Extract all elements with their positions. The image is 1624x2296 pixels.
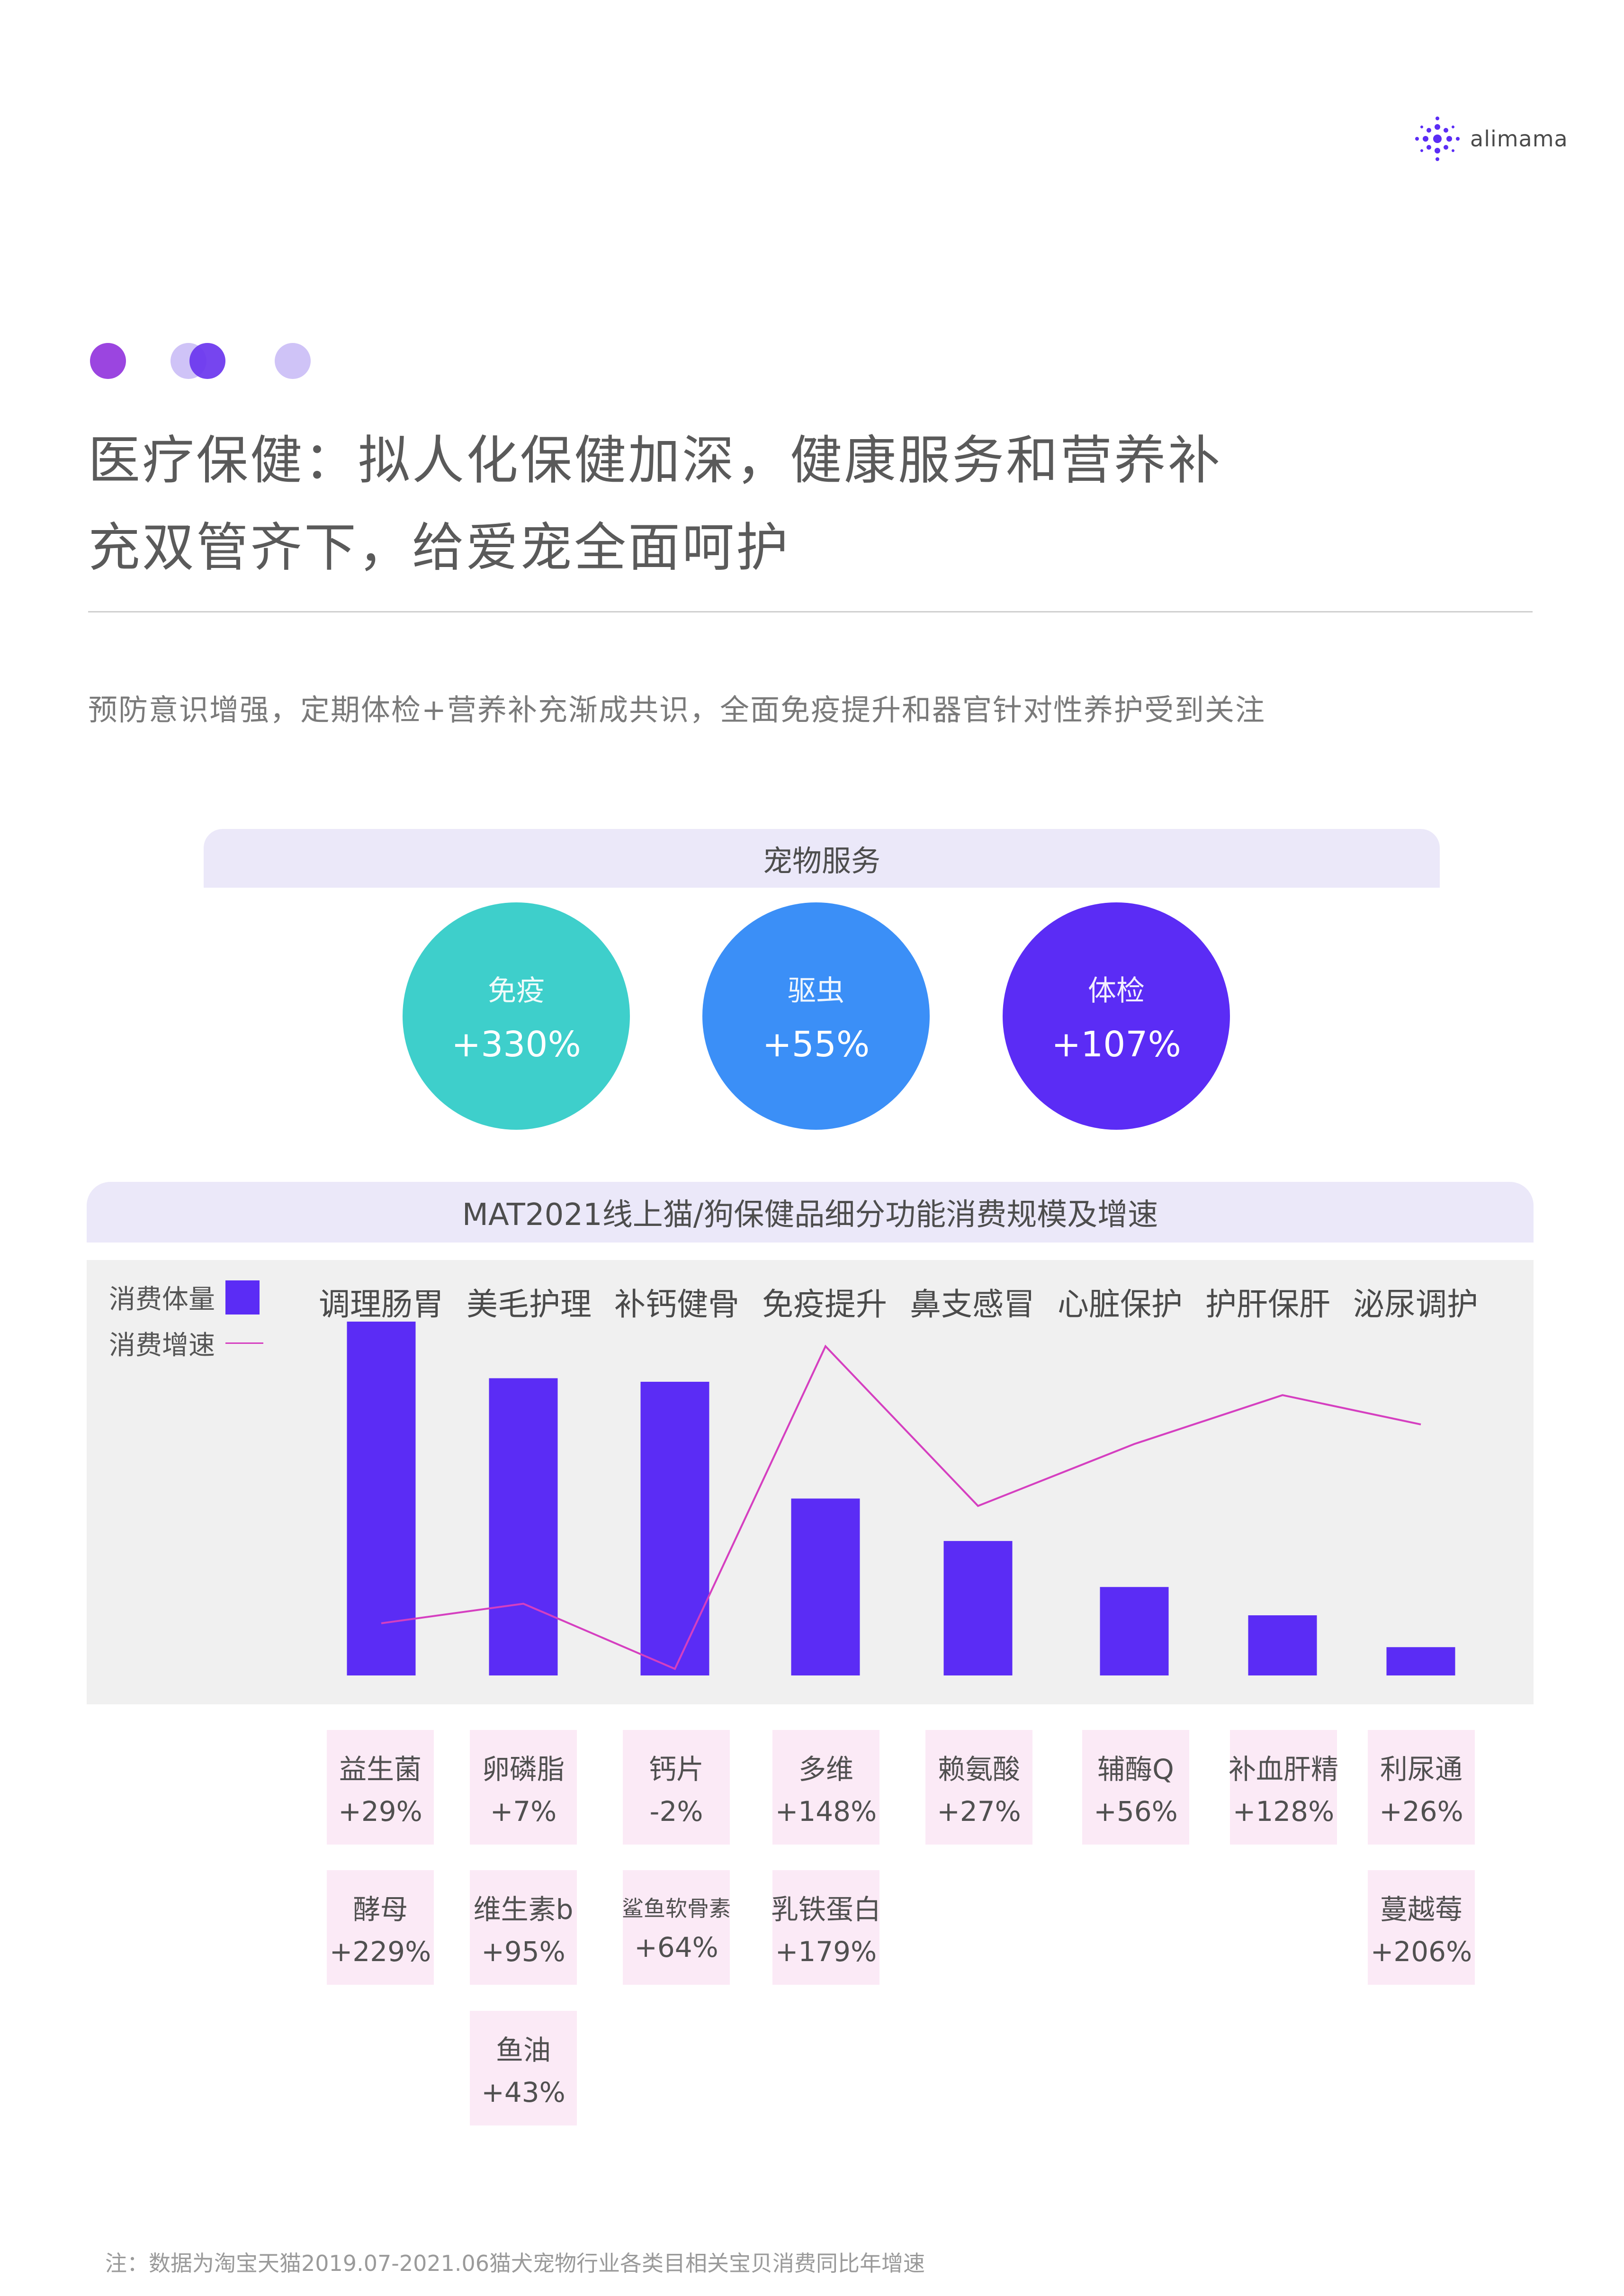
sub-item-growth: -2%: [649, 1795, 703, 1828]
service-value: +330%: [451, 1024, 581, 1065]
sub-item-name: 鲨鱼软骨素: [622, 1896, 731, 1921]
service-label: 免疫: [488, 974, 545, 1008]
sub-item-name: 卵磷脂: [482, 1753, 565, 1785]
pet-service-header: 宠物服务: [204, 829, 1440, 888]
sub-item-name: 乳铁蛋白: [771, 1893, 881, 1926]
legend-volume-label: 消费体量: [109, 1284, 215, 1315]
logo-text: alimama: [1470, 126, 1568, 152]
legend-volume-swatch: [225, 1280, 260, 1315]
sub-item-box: 赖氨酸 +27%: [925, 1730, 1032, 1845]
sub-item-box: 辅酶Q +56%: [1082, 1730, 1189, 1845]
sub-item-name: 蔓越莓: [1380, 1893, 1462, 1926]
sub-item-box: 乳铁蛋白 +179%: [771, 1870, 881, 1985]
decorative-dots: [90, 343, 311, 379]
sub-item-name: 钙片: [648, 1753, 704, 1785]
chart-title: MAT2021线上猫/狗保健品细分功能消费规模及增速: [87, 1182, 1534, 1243]
sub-item-box: 补血肝精 +128%: [1229, 1730, 1339, 1845]
sub-item-box: 多维 +148%: [772, 1730, 879, 1845]
sub-item-name: 益生菌: [339, 1753, 422, 1785]
sub-item-growth: +179%: [775, 1936, 877, 1968]
sub-item-name: 赖氨酸: [937, 1753, 1020, 1785]
page-title-line-2: 充双管齐下，给爱宠全面呵护: [88, 517, 790, 578]
sub-item-name: 多维: [798, 1753, 853, 1785]
sub-item-growth: +95%: [481, 1936, 565, 1968]
sub-item-box: 酵母 +229%: [327, 1870, 434, 1985]
sub-item-box: 鱼油 +43%: [470, 2011, 577, 2125]
sub-item-growth: +148%: [775, 1795, 877, 1828]
legend-growth-line: [225, 1342, 263, 1344]
sub-item-name: 辅酶Q: [1097, 1753, 1174, 1785]
sub-item-growth: +7%: [490, 1795, 557, 1828]
footnote: 注：数据为淘宝天猫2019.07-2021.06猫犬宠物行业各类目相关宝贝消费同…: [105, 2251, 925, 2276]
sub-item-box: 维生素b +95%: [470, 1870, 577, 1985]
sub-item-box: 卵磷脂 +7%: [470, 1730, 577, 1845]
page-title: 医疗保健：拟人化保健加深，健康服务和营养补 充双管齐下，给爱宠全面呵护: [88, 417, 1462, 591]
sub-item-name: 酵母: [352, 1893, 408, 1926]
sub-item-growth: +26%: [1379, 1795, 1463, 1828]
sub-item-growth: +229%: [329, 1936, 431, 1968]
category-label: 调理肠胃: [319, 1286, 444, 1323]
alimama-logo-icon: [1415, 117, 1460, 161]
category-label: 鼻支感冒: [910, 1286, 1035, 1323]
service-value: +55%: [762, 1024, 870, 1065]
page-title-line-1: 医疗保健：拟人化保健加深，健康服务和营养补: [88, 430, 1222, 491]
sub-item-box: 益生菌 +29%: [327, 1730, 434, 1845]
legend-growth-label: 消费增速: [109, 1330, 215, 1361]
service-label: 体检: [1088, 974, 1145, 1008]
sub-item-box: 鲨鱼软骨素 +64%: [622, 1870, 731, 1985]
sub-item-name: 鱼油: [495, 2034, 551, 2066]
legend-growth: 消费增速: [109, 1324, 263, 1362]
sub-item-growth: +56%: [1094, 1795, 1178, 1828]
category-label: 泌尿调护: [1353, 1286, 1478, 1323]
sub-item-growth: +64%: [634, 1931, 718, 1963]
sub-item-name: 利尿通: [1380, 1753, 1462, 1785]
sub-item-name: 维生素b: [473, 1893, 574, 1926]
sub-item-box: 蔓越莓 +206%: [1368, 1870, 1475, 1985]
title-divider: [88, 611, 1533, 612]
chart-area: [87, 1260, 1534, 1704]
category-label: 补钙健骨: [614, 1286, 739, 1323]
sub-item-box: 钙片 -2%: [623, 1730, 730, 1845]
category-label: 心脏保护: [1058, 1286, 1183, 1323]
service-value: +107%: [1051, 1024, 1181, 1065]
sub-item-growth: +29%: [338, 1795, 422, 1828]
category-label: 免疫提升: [762, 1286, 887, 1323]
sub-item-growth: +43%: [481, 2076, 565, 2108]
sub-item-growth: +27%: [937, 1795, 1021, 1828]
page-subtitle: 预防意识增强，定期体检+营养补充渐成共识，全面免疫提升和器官针对性养护受到关注: [88, 693, 1265, 727]
service-circle-deworming: 驱虫 +55%: [702, 902, 930, 1130]
sub-item-growth: +128%: [1232, 1795, 1335, 1828]
sub-item-name: 补血肝精: [1229, 1753, 1339, 1785]
category-label: 美毛护理: [467, 1286, 592, 1323]
service-circle-checkup: 体检 +107%: [1003, 902, 1230, 1130]
category-label: 护肝保肝: [1205, 1286, 1330, 1323]
service-circle-immunity: 免疫 +330%: [403, 902, 630, 1130]
sub-item-box: 利尿通 +26%: [1368, 1730, 1475, 1845]
service-label: 驱虫: [788, 974, 844, 1008]
legend-volume: 消费体量: [109, 1278, 260, 1316]
alimama-logo: alimama: [1411, 113, 1582, 165]
sub-item-growth: +206%: [1370, 1936, 1472, 1968]
